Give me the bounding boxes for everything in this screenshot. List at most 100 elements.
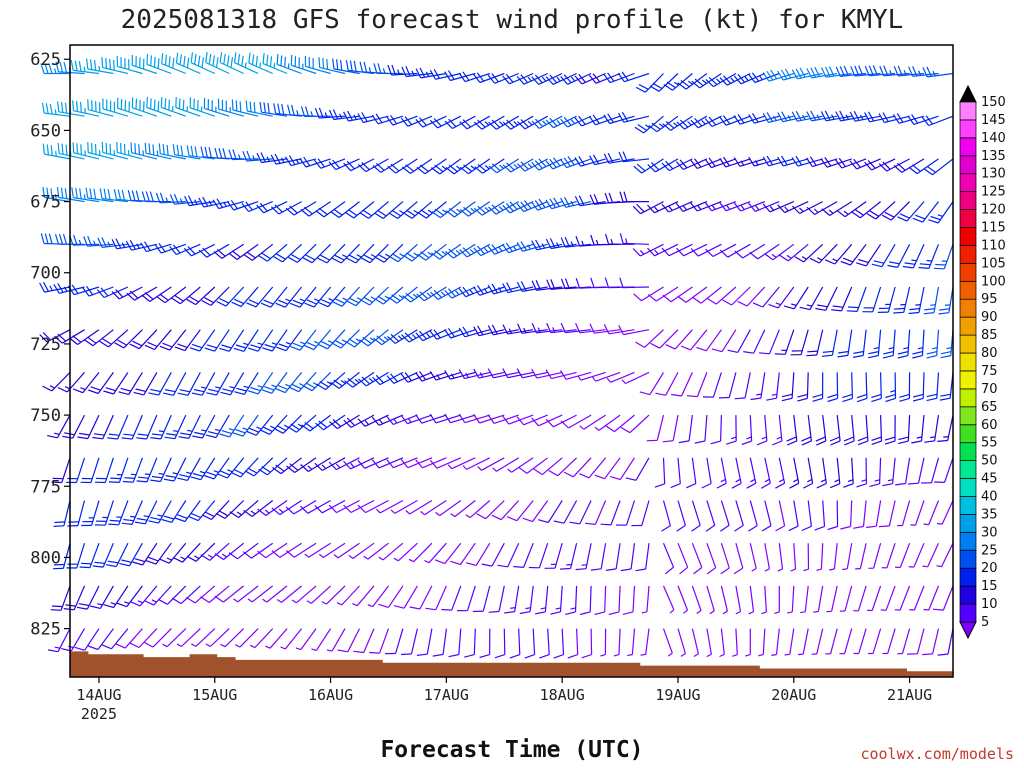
wind-barb [726, 415, 737, 445]
wind-barb [912, 201, 939, 223]
colorbar-label: 5 [981, 615, 989, 630]
wind-barb [241, 201, 273, 213]
colorbar-label: 110 [981, 238, 1006, 253]
wind-barb [676, 115, 708, 130]
colorbar-swatch [959, 460, 977, 479]
wind-barb [789, 457, 800, 489]
wind-barb [539, 628, 550, 659]
wind-barb [806, 329, 824, 357]
wind-barb [450, 542, 476, 566]
wind-barb [352, 585, 375, 607]
wind-barb [424, 542, 447, 564]
wind-barb [878, 500, 896, 528]
wind-barb [809, 243, 838, 264]
wind-barb [814, 500, 826, 531]
wind-barb [186, 286, 216, 306]
wind-barb [85, 187, 114, 203]
wind-barb [606, 371, 635, 383]
wind-barb [344, 371, 375, 388]
wind-barb [797, 372, 809, 402]
colorbar-top-arrow [959, 84, 977, 103]
wind-barb [190, 52, 216, 75]
wind-barb [343, 414, 375, 428]
wind-barb [575, 323, 606, 334]
x-tick-label: 19AUG [655, 686, 700, 704]
wind-barb [172, 542, 201, 563]
wind-barb [647, 286, 679, 302]
colorbar-label: 25 [981, 543, 998, 558]
colorbar-swatch [959, 496, 977, 515]
wind-barb [415, 457, 447, 469]
wind-barb [788, 500, 799, 532]
wind-barb [291, 585, 317, 604]
wind-barb [579, 457, 607, 479]
wind-barb [885, 372, 897, 403]
wind-barb [691, 542, 703, 575]
wind-barb [242, 542, 274, 559]
wind-barb [760, 457, 771, 489]
wind-barb [257, 500, 288, 516]
wind-barb [799, 286, 824, 311]
colorbar-label: 55 [981, 436, 998, 451]
wind-barb [720, 543, 730, 575]
wind-barb [733, 543, 744, 575]
wind-barb [71, 187, 100, 203]
wind-barb [502, 242, 534, 254]
wind-barb [400, 371, 433, 383]
wind-barb [145, 542, 172, 565]
wind-barb [898, 415, 911, 445]
wind-barb [894, 585, 911, 611]
wind-barb [853, 585, 867, 612]
wind-barb [474, 158, 505, 174]
wind-barb [827, 372, 839, 403]
wind-barb [585, 500, 607, 525]
wind-barb [431, 243, 462, 260]
wind-barb [906, 628, 925, 655]
wind-barb [84, 329, 114, 347]
wind-barb [444, 286, 476, 299]
wind-barb [605, 414, 635, 433]
wind-barb [546, 279, 577, 290]
colorbar-swatch [959, 316, 977, 336]
wind-barb [734, 500, 744, 532]
wind-barb [627, 628, 636, 657]
wind-barb [531, 239, 563, 251]
credit-text: coolwx.com/models [860, 745, 1014, 763]
wind-barb [360, 286, 389, 306]
colorbar-label: 65 [981, 400, 998, 415]
wind-barb [581, 628, 593, 659]
wind-barb [72, 142, 100, 160]
wind-barb [575, 543, 592, 571]
wind-barb [290, 54, 317, 75]
wind-barb [705, 72, 737, 88]
wind-barb [559, 370, 592, 380]
wind-barb [261, 372, 288, 394]
wind-barb [304, 55, 331, 75]
wind-barb [450, 500, 476, 518]
wind-barb [286, 457, 317, 473]
colorbar-label: 45 [981, 472, 998, 487]
wind-barb [648, 115, 679, 133]
colorbar-label: 20 [981, 561, 998, 576]
wind-barb [333, 542, 360, 559]
wind-barb [51, 457, 71, 484]
wind-barb [175, 97, 201, 117]
wind-barb [57, 142, 85, 160]
wind-barb [146, 96, 172, 117]
wind-barb [748, 201, 780, 212]
wind-barb [545, 157, 577, 170]
colorbar-label: 70 [981, 382, 998, 397]
wind-barb [157, 585, 187, 605]
wind-barb [301, 414, 331, 432]
plot-frame [69, 44, 954, 678]
wind-barb [594, 457, 621, 480]
wind-barb [336, 585, 360, 606]
wind-barb [400, 115, 433, 127]
wind-barb [367, 585, 389, 608]
wind-barb [868, 543, 882, 569]
wind-barb [880, 585, 896, 611]
wind-barb [752, 286, 780, 308]
wind-barb [144, 142, 172, 160]
wind-barb [434, 542, 462, 565]
wind-barb [328, 457, 360, 471]
